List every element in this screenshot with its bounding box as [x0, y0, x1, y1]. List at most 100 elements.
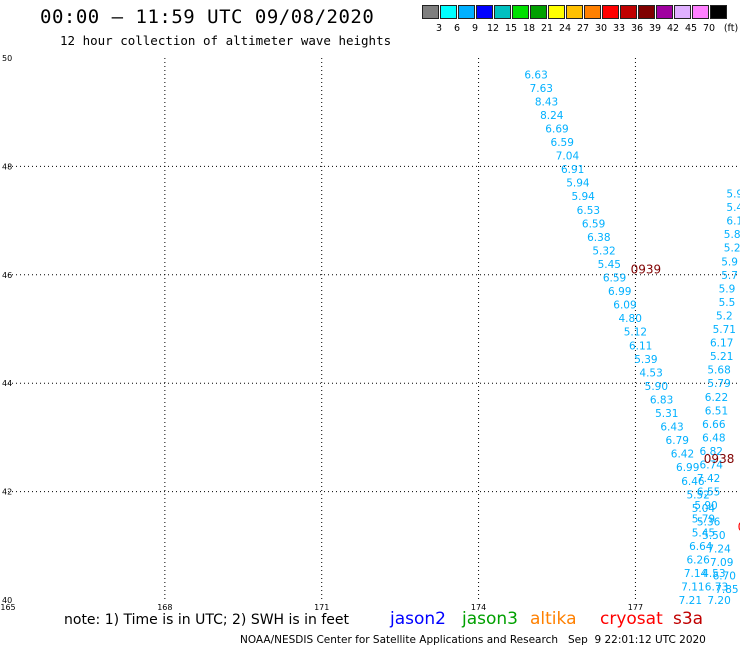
scale-swatch [512, 5, 529, 19]
x-tick-label: 165 [0, 603, 15, 612]
wave-height-label: 5.45 [598, 259, 621, 271]
wave-height-label: 6.69 [545, 123, 568, 135]
pass-time-label: 0938 [704, 452, 735, 466]
scale-swatch [548, 5, 565, 19]
x-tick-label: 174 [471, 603, 486, 612]
wave-height-label: 7.04 [556, 151, 580, 163]
scale-swatch [584, 5, 601, 19]
wave-height-label: 8.24 [540, 110, 564, 122]
wave-height-label: 5.45 [692, 527, 715, 539]
scale-label: 12 [486, 23, 500, 34]
wave-height-label: 5.94 [571, 191, 595, 203]
scale-label: 33 [612, 23, 626, 34]
wave-height-label: 6.11 [629, 340, 652, 352]
wave-height-label: 7.09 [710, 557, 733, 569]
scale-label: 6 [453, 23, 461, 34]
wave-height-label: 6.51 [705, 405, 728, 417]
chart-title: 00:00 – 11:59 UTC 09/08/2020 [40, 6, 375, 28]
wave-height-label: 5.79 [707, 378, 730, 390]
scale-swatch [710, 5, 727, 19]
wave-height-label: 6.70 [713, 571, 736, 583]
y-tick-label: 50 [2, 54, 12, 63]
scale-swatch [566, 5, 583, 19]
satellite-jason3: jason3 [462, 609, 518, 629]
wave-height-label: 5.71 [713, 324, 736, 336]
wave-height-label: 6.55 [697, 487, 720, 499]
scale-swatch [458, 5, 475, 19]
wave-height-label: 6.59 [603, 273, 626, 285]
scale-swatch [530, 5, 547, 19]
satellite-jason2: jason2 [390, 609, 446, 629]
pass-time-label: 09 [738, 520, 740, 534]
scale-swatch [692, 5, 709, 19]
wave-height-label: 5.9 [719, 283, 736, 295]
credit-line: NOAA/NESDIS Center for Satellite Applica… [240, 634, 706, 646]
scale-label: 21 [540, 23, 554, 34]
wave-height-label: 7.24 [707, 544, 731, 556]
wave-height-label: 4.53 [702, 568, 725, 580]
wave-height-label: 5.2 [716, 310, 733, 322]
y-tick-label: 44 [2, 379, 12, 388]
scale-swatch [476, 5, 493, 19]
wave-height-label: 6.46 [681, 476, 705, 488]
wave-height-label: 7.21 [679, 595, 702, 607]
wave-height-label: 6.48 [702, 432, 725, 444]
chart-subtitle: 12 hour collection of altimeter wave hei… [60, 33, 392, 48]
wave-height-label: 6.53 [577, 205, 600, 217]
pass-time-label: 0939 [631, 262, 662, 276]
wave-height-label: 5.90 [645, 381, 668, 393]
wave-height-label: 6.63 [524, 69, 547, 81]
wave-height-label: 4.53 [639, 367, 662, 379]
scale-swatch [494, 5, 511, 19]
wave-height-label: 5.7 [721, 270, 738, 282]
satellite-s3a: s3a [673, 609, 704, 629]
wave-height-label: 5.90 [694, 500, 717, 512]
scale-label: 42 [666, 23, 680, 34]
y-tick-label: 42 [2, 488, 12, 497]
scale-label: 27 [576, 23, 590, 34]
wave-height-label: 6.09 [613, 300, 636, 312]
scale-label: 18 [522, 23, 536, 34]
wave-height-label: 5.2 [724, 243, 740, 255]
scale-swatch [440, 5, 457, 19]
wave-height-label: 5.5 [719, 297, 736, 309]
wave-height-label: 5.9 [721, 256, 738, 268]
footer-note: note: 1) Time is in UTC; 2) SWH is in fe… [64, 612, 350, 628]
wave-height-label: 6.17 [710, 338, 733, 350]
wave-height-label: 5.50 [702, 530, 725, 542]
scale-swatch [656, 5, 673, 19]
wave-height-label: 6.99 [608, 286, 631, 298]
wave-height-label: 7.42 [697, 473, 720, 485]
wave-height-label: 6.83 [650, 394, 673, 406]
scale-label: 24 [558, 23, 572, 34]
scale-label: (ft) [723, 23, 739, 34]
wave-height-label: 7.11 [681, 581, 704, 593]
scale-label: 70 [702, 23, 716, 34]
wave-height-label: 5.4 [726, 202, 740, 214]
wave-height-label: 7.14 [684, 568, 708, 580]
wave-height-label: 5.9 [726, 189, 740, 201]
y-tick-label: 46 [2, 271, 12, 280]
wave-height-label: 6.26 [686, 554, 710, 566]
wave-height-label: 6.66 [702, 419, 726, 431]
wave-height-label: 5.39 [634, 354, 657, 366]
scale-label: 36 [630, 23, 644, 34]
wave-height-label: 5.32 [592, 245, 615, 257]
wave-height-label: 6.59 [582, 218, 605, 230]
wave-height-label: 5.8 [724, 229, 740, 241]
scale-label: 39 [648, 23, 662, 34]
wave-height-label: 6.22 [705, 392, 728, 404]
wave-height-label: 5.36 [697, 516, 721, 528]
y-tick-label: 40 [2, 596, 12, 605]
scale-swatch [602, 5, 619, 19]
wave-height-label: 6.64 [689, 541, 713, 553]
scale-swatch [620, 5, 637, 19]
wave-height-label: 6.74 [700, 460, 724, 472]
wave-height-label: 5.04 [692, 503, 716, 515]
wave-height-label: 6.42 [671, 449, 694, 461]
wave-height-label: 6.43 [660, 422, 683, 434]
scale-label: 30 [594, 23, 608, 34]
satellite-altika: altika [530, 609, 577, 629]
wave-height-label: 5.68 [707, 365, 730, 377]
